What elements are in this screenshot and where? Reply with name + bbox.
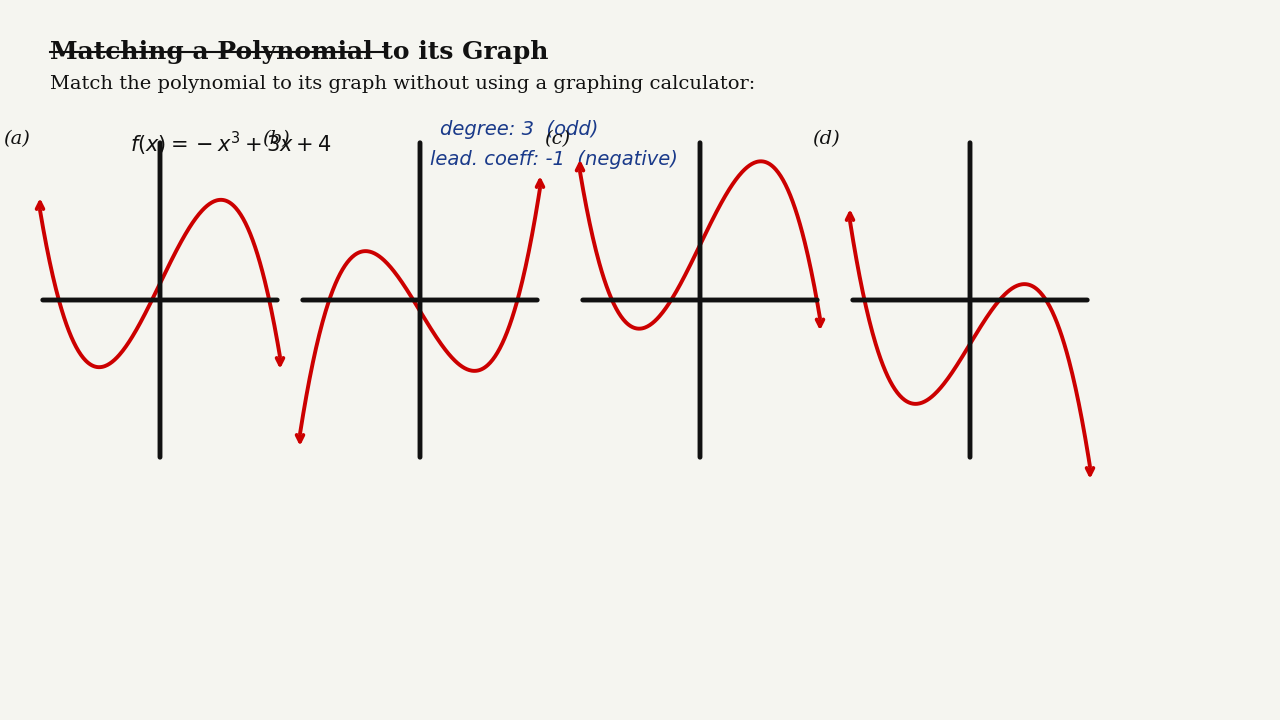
- Text: (c): (c): [544, 130, 570, 148]
- Text: (d): (d): [813, 130, 840, 148]
- Text: lead. coeff: -1  (negative): lead. coeff: -1 (negative): [430, 150, 678, 169]
- Text: Match the polynomial to its graph without using a graphing calculator:: Match the polynomial to its graph withou…: [50, 75, 755, 93]
- Text: $f(x) = -x^3 + 3x + 4$: $f(x) = -x^3 + 3x + 4$: [131, 130, 332, 158]
- Text: Matching a Polynomial to its Graph: Matching a Polynomial to its Graph: [50, 40, 549, 64]
- Text: (a): (a): [3, 130, 29, 148]
- Text: degree: 3  (odd): degree: 3 (odd): [440, 120, 598, 139]
- Text: (b): (b): [262, 130, 291, 148]
